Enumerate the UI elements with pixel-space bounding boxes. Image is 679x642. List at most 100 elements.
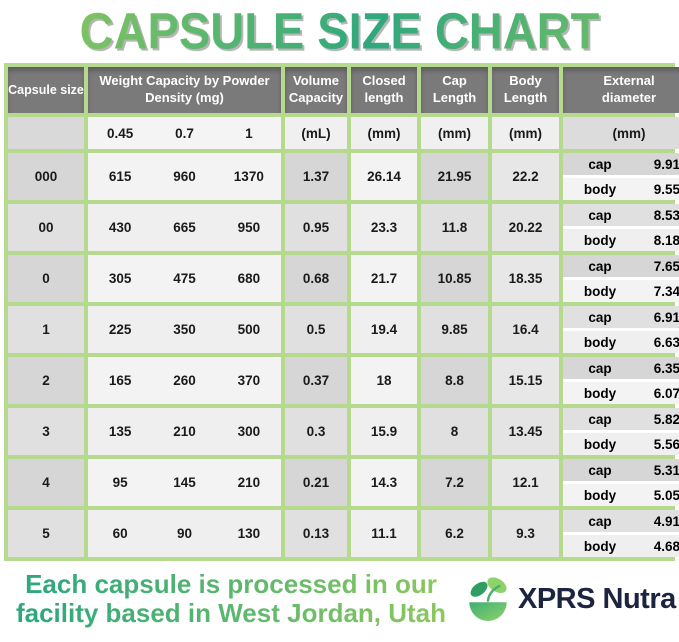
ext-body-label: body	[583, 334, 617, 350]
table-row-00: 00 430 665 950 0.95 23.3 11.8 20.22 cap 8…	[8, 204, 679, 252]
weight-045: 165	[108, 373, 132, 389]
cell-weights: 305 475 680	[88, 255, 281, 303]
brand-name: XPRS Nutra	[518, 582, 676, 615]
ext-body-value: 7.34	[653, 283, 679, 299]
cell-closed-length: 11.1	[351, 510, 417, 558]
footer-line1: Each capsule is processed in our	[25, 569, 437, 600]
ext-body-value: 9.55	[653, 181, 679, 197]
header-cap-length: Cap Length	[421, 67, 488, 114]
ext-body-label: body	[583, 487, 617, 503]
ext-body-label: body	[583, 232, 617, 248]
cell-size: 4	[8, 459, 84, 507]
density-1: 1	[245, 125, 253, 141]
ext-body-label: body	[583, 385, 617, 401]
cell-external-diameter: cap 8.53 body 8.18	[563, 204, 679, 252]
external-body-band: body 6.07	[563, 382, 679, 405]
weight-1: 130	[237, 526, 261, 542]
ext-cap-label: cap	[588, 207, 612, 223]
cell-cap-length: 8	[421, 408, 488, 456]
units-empty-cell	[8, 117, 84, 150]
cell-weights: 615 960 1370	[88, 153, 281, 201]
weight-07: 350	[173, 322, 196, 338]
ext-cap-value: 5.31	[653, 462, 679, 478]
unit-cap: (mm)	[421, 117, 488, 150]
cell-volume: 0.21	[285, 459, 347, 507]
ext-cap-value: 8.53	[653, 207, 679, 223]
external-body-band: body 4.68	[563, 535, 679, 558]
header-closed-length-label: Closed length	[362, 73, 406, 106]
weight-07: 960	[173, 169, 196, 185]
cell-weights: 430 665 950	[88, 204, 281, 252]
density-07: 0.7	[175, 125, 194, 141]
header-closed-length: Closed length	[351, 67, 417, 114]
weight-045: 95	[112, 475, 128, 491]
header-capsule-size-label: Capsule size	[8, 82, 84, 97]
cell-size: 000	[8, 153, 84, 201]
ext-cap-label: cap	[588, 258, 612, 274]
cell-volume: 0.68	[285, 255, 347, 303]
cell-size: 3	[8, 408, 84, 456]
cell-weights: 225 350 500	[88, 306, 281, 354]
cell-weights: 95 145 210	[88, 459, 281, 507]
header-weight-capacity: Weight Capacity by Powder Density (mg)	[88, 67, 281, 114]
table-row-4: 4 95 145 210 0.21 14.3 7.2 12.1 cap 5.31 …	[8, 459, 679, 507]
density-045: 0.45	[107, 125, 134, 141]
cell-body-length: 18.35	[492, 255, 559, 303]
header-weight-capacity-label: Weight Capacity by Powder Density (mg)	[99, 73, 270, 106]
cell-volume: 0.37	[285, 357, 347, 405]
external-cap-band: cap 5.31	[563, 459, 679, 482]
ext-cap-value: 4.91	[653, 513, 679, 529]
header-cap-length-label: Cap Length	[432, 73, 477, 106]
cell-cap-length: 9.85	[421, 306, 488, 354]
ext-body-label: body	[583, 436, 617, 452]
weight-07: 210	[173, 424, 196, 440]
cell-body-length: 22.2	[492, 153, 559, 201]
cell-external-diameter: cap 5.82 body 5.56	[563, 408, 679, 456]
capsule-size-table: Capsule size Weight Capacity by Powder D…	[4, 63, 679, 562]
unit-volume: (mL)	[285, 117, 347, 150]
cell-cap-length: 7.2	[421, 459, 488, 507]
weight-045: 430	[108, 220, 132, 236]
ext-body-value: 6.63	[653, 334, 679, 350]
ext-body-label: body	[583, 181, 617, 197]
header-external-diameter: External diameter	[563, 67, 679, 114]
cell-body-length: 20.22	[492, 204, 559, 252]
cell-external-diameter: cap 9.91 body 9.55	[563, 153, 679, 201]
ext-cap-label: cap	[588, 513, 612, 529]
cell-closed-length: 26.14	[351, 153, 417, 201]
weight-07: 665	[173, 220, 196, 236]
external-body-band: body 6.63	[563, 331, 679, 354]
cell-cap-length: 21.95	[421, 153, 488, 201]
units-densities: 0.45 0.7 1	[88, 117, 281, 150]
ext-cap-value: 9.91	[653, 156, 679, 172]
ext-body-value: 6.07	[653, 385, 679, 401]
cell-closed-length: 23.3	[351, 204, 417, 252]
cell-external-diameter: cap 4.91 body 4.68	[563, 510, 679, 558]
footer-note: Each capsule is processed in our facilit…	[0, 570, 462, 629]
cell-cap-length: 6.2	[421, 510, 488, 558]
cell-volume: 0.13	[285, 510, 347, 558]
cell-weights: 165 260 370	[88, 357, 281, 405]
brand-logo: XPRS Nutra	[462, 573, 676, 625]
ext-body-value: 5.56	[653, 436, 679, 452]
weight-1: 500	[237, 322, 261, 338]
cell-body-length: 15.15	[492, 357, 559, 405]
cell-size: 2	[8, 357, 84, 405]
table-row-3: 3 135 210 300 0.3 15.9 8 13.45 cap 5.82 b…	[8, 408, 679, 456]
cell-size: 5	[8, 510, 84, 558]
external-cap-band: cap 5.82	[563, 408, 679, 431]
header-capsule-size: Capsule size	[8, 67, 84, 114]
external-cap-band: cap 8.53	[563, 204, 679, 227]
external-cap-band: cap 6.91	[563, 306, 679, 329]
cell-body-length: 13.45	[492, 408, 559, 456]
header-body-length-label: Body Length	[503, 73, 548, 106]
weight-1: 1370	[233, 169, 264, 185]
table-header-row: Capsule size Weight Capacity by Powder D…	[8, 67, 679, 114]
cell-body-length: 16.4	[492, 306, 559, 354]
cell-cap-length: 8.8	[421, 357, 488, 405]
weight-045: 135	[108, 424, 132, 440]
external-cap-band: cap 9.91	[563, 153, 679, 176]
header-body-length: Body Length	[492, 67, 559, 114]
weight-07: 260	[173, 373, 196, 389]
cell-size: 00	[8, 204, 84, 252]
